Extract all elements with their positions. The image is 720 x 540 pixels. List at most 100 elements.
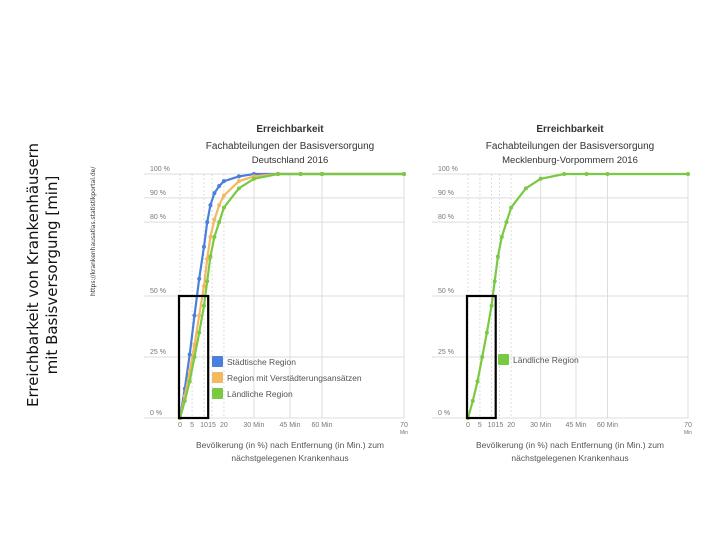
- x-tick-label: 45 Min: [566, 422, 587, 429]
- x-tick-label: 10: [488, 422, 496, 429]
- data-point: [470, 398, 475, 403]
- y-tick-label: 100 %: [150, 166, 170, 173]
- data-point: [187, 352, 192, 357]
- x-axis-label: Bevölkerung (in %) nach Entfernung (in M…: [196, 440, 384, 463]
- chart-1: Erreichbarkeit Fachabteilungen der Basisv…: [144, 124, 408, 463]
- y-tick-label: 80 %: [150, 214, 166, 221]
- data-point: [320, 172, 325, 176]
- data-point: [562, 172, 567, 176]
- data-point: [208, 203, 213, 208]
- data-point: [212, 217, 217, 222]
- legend-label: Ländliche Region: [513, 355, 579, 365]
- chart-subtitle-region: Mecklenburg-Vorpommern 2016: [502, 155, 638, 166]
- data-point: [686, 172, 690, 176]
- x-tick-label: 60 Min: [312, 422, 333, 429]
- chart-subtitle-region: Deutschland 2016: [252, 155, 329, 166]
- data-point: [182, 398, 187, 403]
- data-point: [217, 183, 222, 188]
- chart-title: Erreichbarkeit: [536, 124, 604, 135]
- data-point: [236, 186, 241, 191]
- data-point: [192, 342, 197, 347]
- x-tick-label: 30 Min: [530, 422, 551, 429]
- data-point: [538, 176, 543, 181]
- data-point: [205, 220, 210, 225]
- x-tick-label: 45 Min: [279, 422, 300, 429]
- chart-subtitle: Fachabteilungen der Basisversorgung: [486, 141, 654, 152]
- y-tick-label: 50 %: [438, 288, 454, 295]
- y-tick-label: 25 %: [438, 349, 454, 356]
- data-point: [208, 254, 213, 259]
- data-point: [212, 191, 217, 196]
- data-point: [217, 220, 222, 225]
- x-tick-label: 5: [478, 422, 482, 429]
- data-point: [212, 234, 217, 239]
- data-point: [475, 379, 480, 384]
- data-point: [504, 220, 509, 225]
- legend-swatch: [212, 388, 223, 399]
- x-tick-label: 15: [496, 422, 504, 429]
- data-point: [201, 303, 206, 308]
- chart-2: Erreichbarkeit Fachabteilungen der Basisv…: [432, 124, 692, 463]
- data-point: [192, 313, 197, 318]
- data-point: [523, 186, 528, 191]
- data-point: [187, 379, 192, 384]
- data-point: [205, 279, 210, 284]
- y-tick-label: 25 %: [150, 349, 166, 356]
- y-tick-label: 100 %: [438, 166, 458, 173]
- x-tick-label: 0: [178, 422, 182, 429]
- data-point: [208, 234, 213, 239]
- data-point: [197, 313, 202, 318]
- data-point: [197, 276, 202, 281]
- x-tick-label: 70 Min: [684, 422, 692, 436]
- data-point: [499, 234, 504, 239]
- data-point: [221, 205, 226, 210]
- data-point: [584, 172, 589, 176]
- highlight-box: [465, 294, 497, 420]
- data-point: [236, 174, 241, 179]
- data-point: [197, 330, 202, 335]
- legend-swatch: [498, 354, 509, 365]
- data-point: [192, 355, 197, 359]
- data-point: [605, 172, 610, 176]
- x-tick-label: 15: [208, 422, 216, 429]
- data-point: [201, 244, 206, 249]
- y-tick-label: 90 %: [150, 190, 166, 197]
- y-tick-label: 50 %: [150, 288, 166, 295]
- data-point: [221, 193, 226, 198]
- data-point: [495, 254, 500, 259]
- data-point: [251, 176, 256, 181]
- data-point: [509, 205, 514, 210]
- data-point: [217, 203, 222, 208]
- chart-subtitle: Fachabteilungen der Basisversorgung: [206, 141, 374, 152]
- data-point: [221, 179, 226, 184]
- x-tick-label: 10: [200, 422, 208, 429]
- legend-swatch: [212, 372, 223, 383]
- legend-swatch: [212, 356, 223, 367]
- legend-label: Region mit Verstädterungsansätzen: [227, 373, 362, 383]
- legend-label: Ländliche Region: [227, 389, 293, 399]
- x-tick-label: 70 Min: [400, 422, 408, 436]
- data-point: [484, 330, 489, 335]
- data-point: [205, 257, 210, 262]
- chart-title: Erreichbarkeit: [256, 124, 324, 135]
- data-point: [402, 172, 406, 176]
- data-point: [236, 179, 241, 184]
- x-tick-label: 20: [220, 422, 228, 429]
- x-tick-label: 0: [466, 422, 470, 429]
- data-point: [492, 279, 497, 284]
- y-tick-label: 0 %: [150, 410, 162, 417]
- x-tick-label: 60 Min: [597, 422, 618, 429]
- x-tick-label: 30 Min: [243, 422, 264, 429]
- legend-label: Städtische Region: [227, 357, 296, 367]
- x-axis-label: Bevölkerung (in %) nach Entfernung (in M…: [476, 440, 664, 463]
- y-tick-label: 0 %: [438, 410, 450, 417]
- highlight-box: [177, 294, 210, 420]
- x-tick-label: 20: [507, 422, 515, 429]
- data-point: [298, 172, 303, 176]
- y-tick-label: 90 %: [438, 190, 454, 197]
- y-tick-label: 80 %: [438, 214, 454, 221]
- data-point: [480, 355, 485, 359]
- data-point: [275, 172, 280, 176]
- x-tick-label: 5: [190, 422, 194, 429]
